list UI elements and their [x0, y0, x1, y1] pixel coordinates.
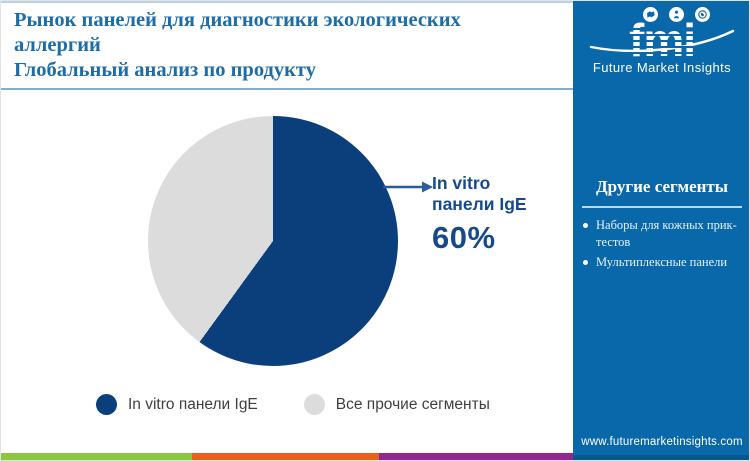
callout-arrow	[383, 181, 433, 193]
fmi-logo: fmi Future Market Insights	[573, 7, 749, 75]
globe-icon	[694, 7, 710, 22]
page-title: Рынок панелей для диагностики экологичес…	[14, 9, 461, 56]
wordmark-stripes	[625, 24, 699, 60]
logo-wordmark: fmi	[625, 17, 699, 63]
callout-value: 60%	[432, 220, 496, 255]
stripe-orange	[192, 453, 379, 460]
page-subtitle: Глобальный анализ по продукту	[14, 59, 316, 81]
legend-swatch-gray-icon	[303, 394, 325, 415]
stripe-purple	[379, 453, 573, 460]
legend-label: Все прочие сегменты	[335, 395, 490, 413]
bottom-color-stripe	[1, 453, 573, 460]
logo-icons	[601, 7, 749, 22]
top-border-line	[1, 1, 573, 3]
legend-label: In vitro панели IgE	[128, 395, 258, 413]
website-url: www.futuremarketinsights.com	[581, 436, 743, 448]
callout-label: In vitro панели IgE	[432, 173, 527, 214]
legend-item: In vitro панели IgE	[96, 394, 258, 415]
chart-legend: In vitro панели IgE Все прочие сегменты	[96, 394, 490, 415]
other-segments-underline	[582, 206, 742, 208]
header: Рынок панелей для диагностики экологичес…	[14, 8, 522, 83]
legend-item: Все прочие сегменты	[303, 394, 490, 415]
pie-callout: In vitro панели IgE 60%	[432, 173, 534, 256]
stripe-green	[1, 453, 192, 460]
list-item: Наборы для кожных прик-тестов	[582, 217, 745, 251]
title-divider	[1, 88, 573, 90]
person-icon	[668, 7, 684, 22]
map-icon	[642, 7, 658, 22]
list-item: Мультиплексные панели	[582, 254, 745, 271]
other-segments-title: Другие сегменты	[595, 177, 729, 196]
legend-swatch-blue-icon	[96, 394, 117, 415]
logo-tagline: Future Market Insights	[592, 60, 732, 75]
other-segments-list: Наборы для кожных прик-тестов Мультиплек…	[582, 217, 745, 274]
sidebar-bottom-strip	[573, 455, 749, 460]
sidebar: fmi Future Market Insights Другие сегмен…	[573, 1, 749, 460]
pie	[148, 116, 398, 366]
